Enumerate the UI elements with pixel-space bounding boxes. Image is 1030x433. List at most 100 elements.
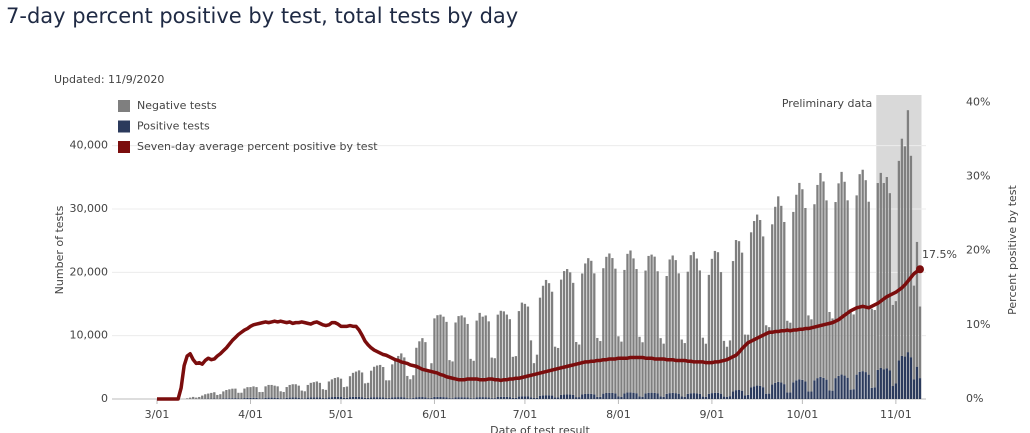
- bar: [463, 317, 466, 398]
- bar: [801, 379, 804, 399]
- bar: [330, 397, 334, 399]
- bar: [258, 392, 261, 399]
- bar: [882, 183, 885, 370]
- bar: [668, 393, 671, 399]
- chart-title: 7-day percent positive by test, total te…: [6, 4, 518, 28]
- bar: [858, 371, 861, 399]
- bar: [909, 155, 913, 358]
- bar: [801, 189, 804, 380]
- bar: [342, 397, 346, 399]
- legend-swatch: [118, 120, 130, 133]
- bar: [918, 306, 922, 379]
- bar: [713, 250, 717, 393]
- bar: [692, 393, 695, 399]
- bar: [674, 393, 677, 399]
- bar: [737, 241, 741, 391]
- y2-tick-label: 10%: [966, 318, 990, 331]
- bar: [520, 396, 524, 399]
- bar: [843, 181, 846, 376]
- bar: [529, 340, 533, 398]
- bar: [409, 379, 412, 399]
- bar: [656, 393, 659, 399]
- y-tick-label: 10,000: [70, 329, 109, 342]
- bar: [246, 387, 249, 398]
- line: [157, 267, 922, 401]
- bar: [505, 396, 508, 399]
- bar: [885, 368, 888, 399]
- bar: [306, 397, 309, 399]
- bar: [273, 397, 276, 399]
- bar: [752, 221, 756, 387]
- bar: [351, 396, 355, 399]
- bar: [330, 379, 334, 398]
- bar: [541, 395, 545, 399]
- bar: [427, 369, 430, 399]
- bar: [725, 396, 729, 399]
- bar: [846, 200, 849, 378]
- bar: [469, 398, 472, 399]
- bar: [457, 397, 460, 399]
- bar: [653, 256, 656, 393]
- bar: [572, 394, 575, 399]
- bar: [472, 398, 475, 399]
- bar: [436, 396, 439, 399]
- x-tick-label: 3/01: [145, 408, 170, 421]
- bar: [379, 364, 382, 398]
- bar: [502, 396, 505, 399]
- bar: [454, 322, 457, 398]
- bar: [719, 272, 723, 394]
- bar: [731, 391, 735, 399]
- bar: [333, 377, 337, 397]
- bar: [481, 316, 484, 398]
- bar: [376, 397, 379, 399]
- bar: [207, 393, 210, 399]
- bar: [360, 397, 364, 399]
- bar: [279, 398, 282, 399]
- bar: [795, 194, 798, 381]
- bar: [357, 396, 361, 399]
- bar: [267, 397, 270, 399]
- bar: [683, 343, 686, 397]
- bar: [457, 316, 460, 398]
- bar: [602, 268, 605, 394]
- bar: [644, 393, 647, 399]
- bar: [789, 322, 792, 393]
- bar: [789, 392, 792, 399]
- bar: [792, 211, 795, 383]
- bar: [324, 389, 328, 399]
- bar: [369, 397, 373, 399]
- x-tick-label: 8/01: [606, 408, 631, 421]
- bar: [261, 398, 264, 399]
- bar: [873, 387, 876, 399]
- bar: [478, 312, 481, 398]
- bar: [276, 386, 279, 398]
- bar: [382, 397, 385, 399]
- bar: [650, 254, 653, 393]
- bar: [632, 258, 635, 393]
- bar: [372, 397, 376, 399]
- bar: [357, 370, 361, 397]
- bar: [891, 304, 894, 387]
- y2-axis-title: Percent positive by test: [1006, 184, 1019, 314]
- bar: [556, 397, 560, 399]
- bar: [608, 253, 611, 393]
- bar: [231, 398, 234, 399]
- bar: [915, 366, 919, 399]
- bar: [816, 184, 819, 379]
- bar: [804, 381, 807, 399]
- bar: [415, 347, 418, 398]
- bar: [255, 397, 258, 399]
- bar: [508, 319, 511, 398]
- y2-tick-label: 40%: [966, 95, 990, 108]
- y-tick-label: 0: [101, 392, 108, 405]
- bar: [351, 372, 355, 397]
- bar: [671, 392, 674, 399]
- bar: [858, 174, 861, 372]
- bar: [740, 252, 744, 391]
- bar: [391, 397, 394, 399]
- bar: [544, 395, 548, 399]
- bar: [861, 169, 864, 372]
- bar: [822, 181, 825, 378]
- bar: [710, 393, 714, 399]
- bar: [412, 398, 415, 399]
